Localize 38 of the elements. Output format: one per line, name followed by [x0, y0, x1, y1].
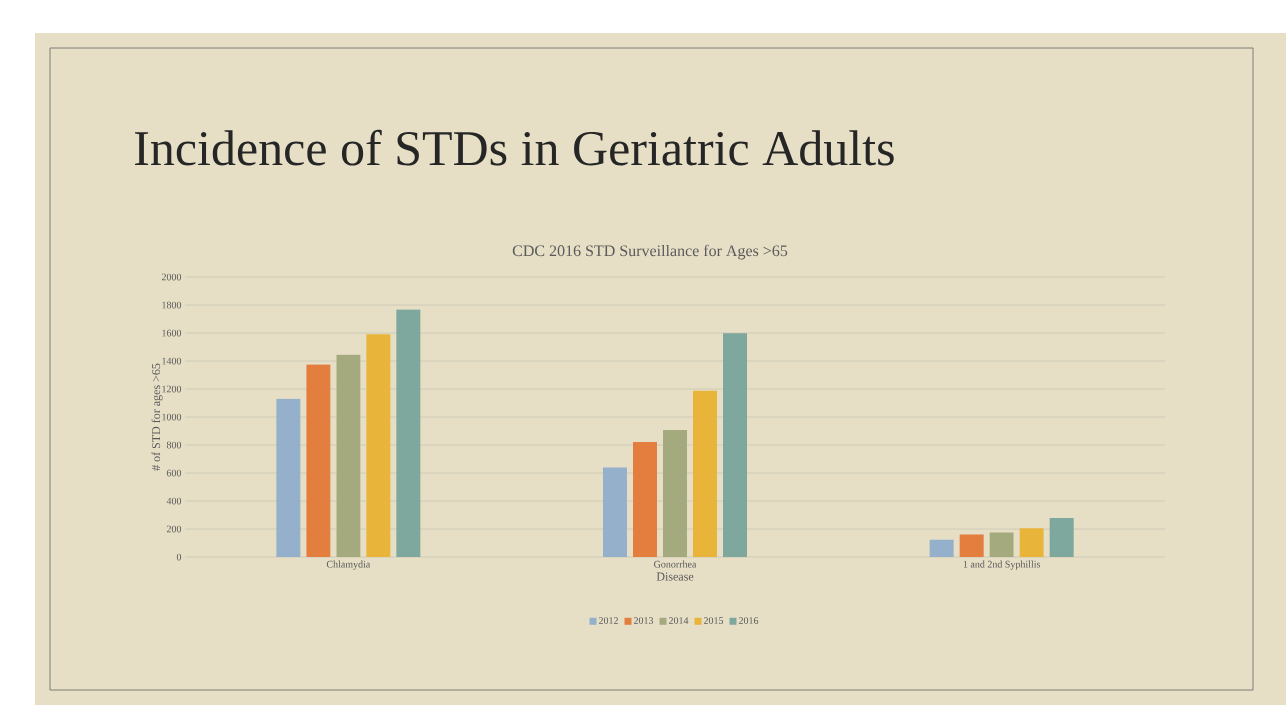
- bar: [959, 534, 984, 558]
- legend-label: 2013: [633, 617, 654, 624]
- bar: [633, 442, 658, 558]
- bar: [929, 539, 954, 558]
- y-tick-label: 1600: [162, 329, 182, 337]
- bar: [366, 334, 391, 558]
- bar: [336, 354, 361, 558]
- bar: [276, 398, 301, 558]
- bar: [989, 532, 1014, 558]
- bar: [603, 467, 627, 558]
- x-tick-label: Chlamydia: [326, 560, 371, 570]
- x-tick-label: 1 and 2nd Syphillis: [963, 560, 1041, 570]
- bar: [1019, 528, 1044, 558]
- bar: [1049, 517, 1074, 558]
- legend-label: 2015: [703, 617, 724, 624]
- legend-label: 2012: [598, 617, 618, 624]
- bar: [396, 309, 421, 558]
- chart-title: Incidence of STDs in Geriatric Adults: [135, 129, 894, 166]
- legend-label: 2014: [668, 617, 689, 624]
- y-tick-label: 400: [166, 497, 182, 505]
- y-tick-label: 1400: [162, 357, 182, 365]
- y-tick-label: 200: [166, 525, 182, 533]
- y-tick-label: 1000: [162, 413, 182, 421]
- chart-subtitle: CDC 2016 STD Surveillance for Ages >65: [512, 244, 788, 260]
- bar: [306, 364, 331, 558]
- legend-label: 2016: [738, 617, 759, 624]
- bar: [663, 429, 688, 558]
- bar: [693, 390, 717, 558]
- y-tick-label: 1200: [162, 385, 182, 393]
- x-tick-label: Gonorrhea: [654, 560, 697, 568]
- y-tick-label: 800: [166, 441, 182, 449]
- y-axis-title: # of STD for ages >65: [151, 363, 163, 471]
- y-tick-label: 0: [176, 553, 182, 561]
- y-tick-label: 1800: [162, 301, 182, 309]
- y-tick-label: 2000: [161, 273, 182, 281]
- y-tick-label: 600: [166, 469, 182, 477]
- bar: [723, 333, 748, 558]
- x-axis-title: Disease: [656, 572, 694, 581]
